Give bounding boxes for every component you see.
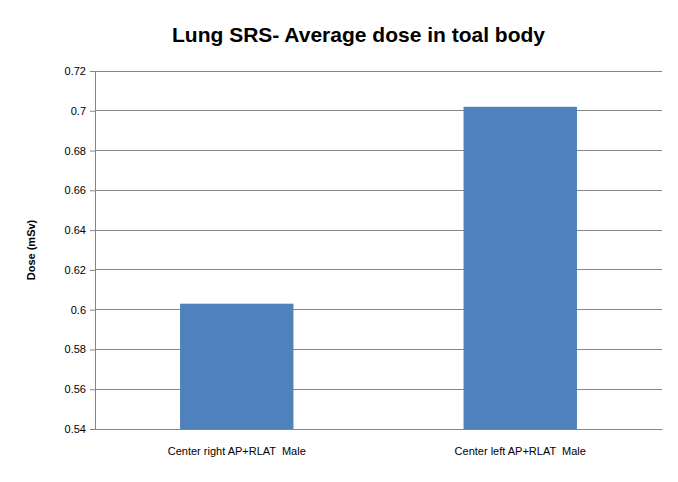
tick: 0.66 [65, 184, 95, 196]
tick-label: Center right AP+RLAT Male [168, 445, 306, 457]
plot: 0.54 0.56 0.58 0.6 0.62 0.64 0.66 0.68 0.7 0.72 Ce… [65, 65, 663, 457]
tick-label: 0.7 [71, 105, 86, 117]
bars [180, 107, 577, 429]
grid-line [95, 150, 662, 151]
title: Lung SRS- Average dose in toal body [172, 23, 545, 46]
y-axis-title: Dose (mSv) [25, 219, 37, 280]
tick: 0.58 [65, 343, 95, 355]
tick: 0.6 [71, 304, 95, 316]
tick-mark [90, 111, 95, 112]
tick-mark [90, 429, 95, 430]
tick: 0.7 [71, 105, 95, 117]
chart: 0.54 0.56 0.58 0.6 0.62 0.64 0.66 0.68 0.7 0.72 Ce… [0, 0, 678, 482]
tick: 0.62 [65, 264, 95, 276]
grid-line [95, 110, 662, 111]
grid-line [95, 71, 662, 72]
tick-label: 0.6 [71, 304, 86, 316]
x-axis: Center right AP+RLAT Male Center left AP+… [96, 429, 663, 457]
tick-label: 0.72 [65, 65, 86, 77]
tick-label: 0.56 [65, 383, 86, 395]
tick-mark [90, 190, 95, 191]
tick-label: 0.62 [65, 264, 86, 276]
tick: 0.54 [65, 423, 95, 435]
bar [180, 304, 293, 429]
tick-label: 0.66 [65, 184, 86, 196]
tick: 0.72 [65, 65, 95, 77]
y-axis-line [90, 72, 96, 430]
tick-label: 0.58 [65, 343, 86, 355]
tick-label: Center left AP+RLAT Male [455, 445, 586, 457]
tick-mark [90, 389, 95, 390]
tick-label: 0.54 [65, 423, 86, 435]
tick: Center left AP+RLAT Male [455, 429, 586, 457]
tick: Center right AP+RLAT Male [168, 429, 306, 457]
tick-mark [90, 151, 95, 152]
tick-mark [90, 230, 95, 231]
grid-line [95, 269, 662, 270]
tick: 0.56 [65, 383, 95, 395]
bar [464, 107, 577, 429]
tick: 0.68 [65, 145, 95, 157]
tick-mark [90, 310, 95, 311]
grid-line [95, 230, 662, 231]
tick: 0.64 [65, 224, 95, 236]
x-axis-line [96, 429, 663, 430]
tick-mark [90, 71, 95, 72]
tick-label: 0.68 [65, 145, 86, 157]
y-axis: 0.54 0.56 0.58 0.6 0.62 0.64 0.66 0.68 0.7 0.72 [65, 65, 96, 435]
grid-line [95, 190, 662, 191]
grid [95, 71, 662, 429]
tick-label: 0.64 [65, 224, 86, 236]
tick-mark [90, 349, 95, 350]
tick-mark [90, 270, 95, 271]
